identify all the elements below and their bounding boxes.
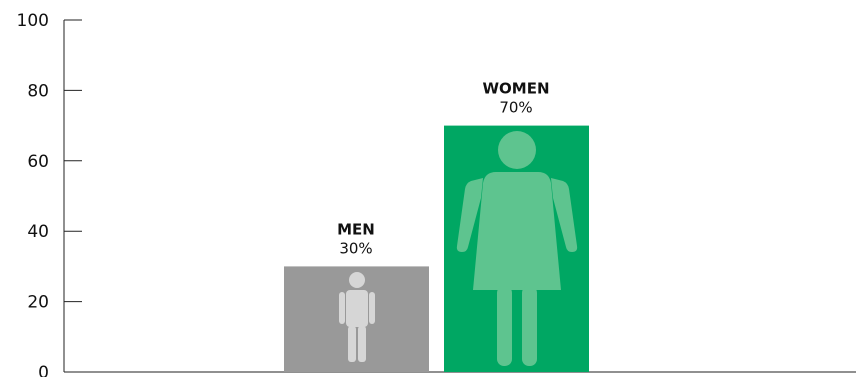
y-tick-label-100: 100 <box>17 11 49 31</box>
value-label-men: 30% <box>339 239 372 257</box>
y-tick-label-60: 60 <box>27 152 49 172</box>
man-icon <box>339 272 375 362</box>
y-tick-label-40: 40 <box>27 222 49 242</box>
y-tick-label-0: 0 <box>38 363 49 377</box>
woman-icon <box>456 131 578 366</box>
y-tick-80: 80 <box>27 81 82 101</box>
y-tick-100: 100 <box>17 11 82 31</box>
y-tick-60: 60 <box>27 152 82 172</box>
value-label-women: 70% <box>499 99 532 117</box>
y-tick-40: 40 <box>27 222 82 242</box>
y-tick-label-80: 80 <box>27 81 49 101</box>
category-label-women: WOMEN <box>482 80 549 98</box>
y-tick-label-20: 20 <box>27 293 49 313</box>
y-tick-0: 0 <box>38 363 82 377</box>
y-tick-20: 20 <box>27 293 82 313</box>
category-label-men: MEN <box>337 220 375 238</box>
